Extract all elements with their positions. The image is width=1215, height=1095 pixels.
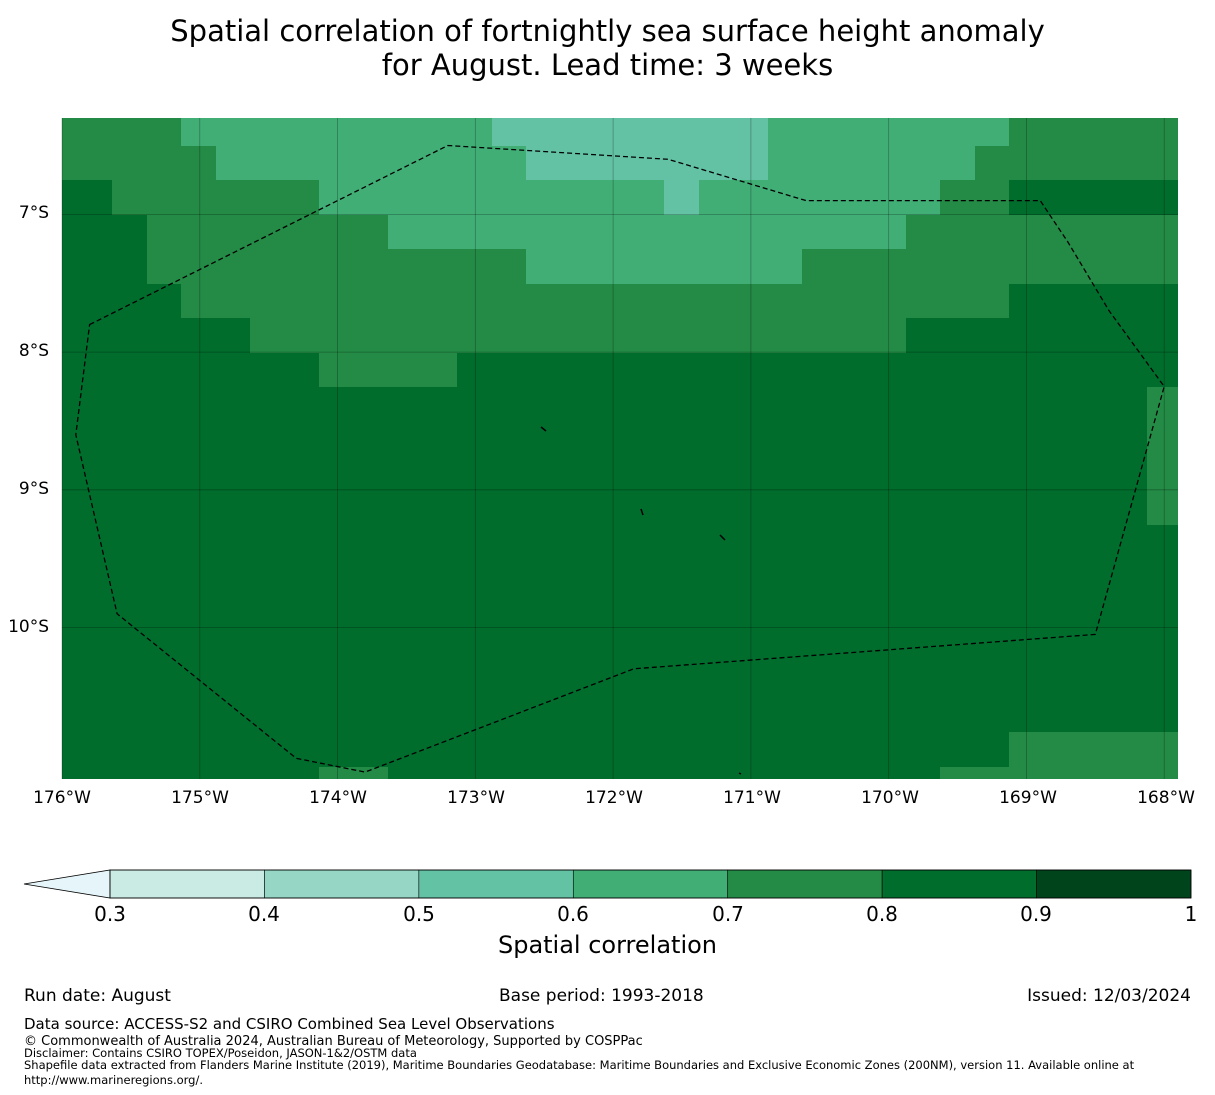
cell-07: [1009, 732, 1178, 767]
colorbar-tick-0-6: 0.6: [557, 902, 589, 926]
island-mark: [738, 772, 742, 775]
island-mark: [540, 426, 547, 432]
cell-07: [319, 353, 457, 387]
base-period: Base period: 1993-2018: [499, 986, 704, 1006]
colorbar-extend-triangle: [23, 869, 111, 899]
lon-label-173w: 173°W: [447, 788, 505, 808]
data-source: Data source: ACCESS-S2 and CSIRO Combine…: [24, 1015, 555, 1033]
copyright-notice: © Commonwealth of Australia 2024, Austra…: [24, 1034, 643, 1049]
lon-label-170w: 170°W: [861, 788, 919, 808]
colorbar-segment: [572, 869, 729, 899]
cell-06: [388, 215, 906, 249]
colorbar-segment: [881, 869, 1037, 899]
colorbar-tick-1: 1: [1184, 902, 1198, 926]
cell-06: [319, 180, 940, 215]
lon-label-171w: 171°W: [723, 788, 781, 808]
lat-label-10s: 10°S: [8, 617, 49, 637]
shapefile-credit: Shapefile data extracted from Flanders M…: [24, 1058, 1135, 1072]
colorbar-segment: [727, 869, 883, 899]
cell-07: [940, 767, 1178, 779]
title-line-2: for August. Lead time: 3 weeks: [381, 48, 834, 82]
chart-title: Spatial correlation of fortnightly sea s…: [0, 14, 1215, 82]
cell-07: [319, 767, 388, 779]
colorbar: [23, 869, 1192, 899]
island-mark: [640, 508, 644, 516]
correlation-cells: [62, 118, 1178, 779]
lon-label-168w: 168°W: [1137, 788, 1195, 808]
colorbar-tick-0-7: 0.7: [712, 902, 744, 926]
lon-label-176w: 176°W: [33, 788, 91, 808]
colorbar-tick-0-9: 0.9: [1020, 902, 1052, 926]
shapefile-url: http://www.marineregions.org/.: [24, 1073, 203, 1087]
run-date: Run date: August: [24, 986, 171, 1006]
cell-05: [492, 118, 768, 146]
colorbar-tick-0-5: 0.5: [403, 902, 435, 926]
colorbar-outline: [109, 869, 1192, 899]
issued-date: Issued: 12/03/2024: [1027, 986, 1191, 1006]
lon-label-169w: 169°W: [999, 788, 1057, 808]
colorbar-segment: [1036, 869, 1192, 899]
title-line-1: Spatial correlation of fortnightly sea s…: [170, 14, 1045, 48]
cell-07: [250, 318, 906, 353]
lon-label-174w: 174°W: [309, 788, 367, 808]
correlation-map: [61, 118, 1178, 779]
colorbar-segment: [418, 869, 574, 899]
colorbar-segment: [109, 869, 265, 899]
cell-06: [526, 249, 802, 284]
island-mark: [719, 534, 726, 541]
map-gridlines: [61, 118, 1178, 779]
cell-07: [181, 284, 1009, 318]
cell-05: [526, 146, 768, 180]
colorbar-tick-0-3: 0.3: [94, 902, 126, 926]
cell-07: [1147, 387, 1178, 525]
colorbar-tick-0-8: 0.8: [866, 902, 898, 926]
colorbar-label: Spatial correlation: [497, 931, 718, 959]
colorbar-tick-0-4: 0.4: [248, 902, 280, 926]
lon-label-175w: 175°W: [171, 788, 229, 808]
cell-05: [664, 180, 699, 215]
disclaimer: Disclaimer: Contains CSIRO TOPEX/Poseido…: [24, 1046, 417, 1060]
lat-label-7s: 7°S: [18, 203, 49, 223]
lon-label-172w: 172°W: [585, 788, 643, 808]
colorbar-segment: [264, 869, 420, 899]
colorbar-segments: [109, 869, 1192, 899]
island-marks: [540, 426, 742, 775]
lat-label-9s: 9°S: [18, 479, 49, 499]
lat-label-8s: 8°S: [18, 341, 49, 361]
